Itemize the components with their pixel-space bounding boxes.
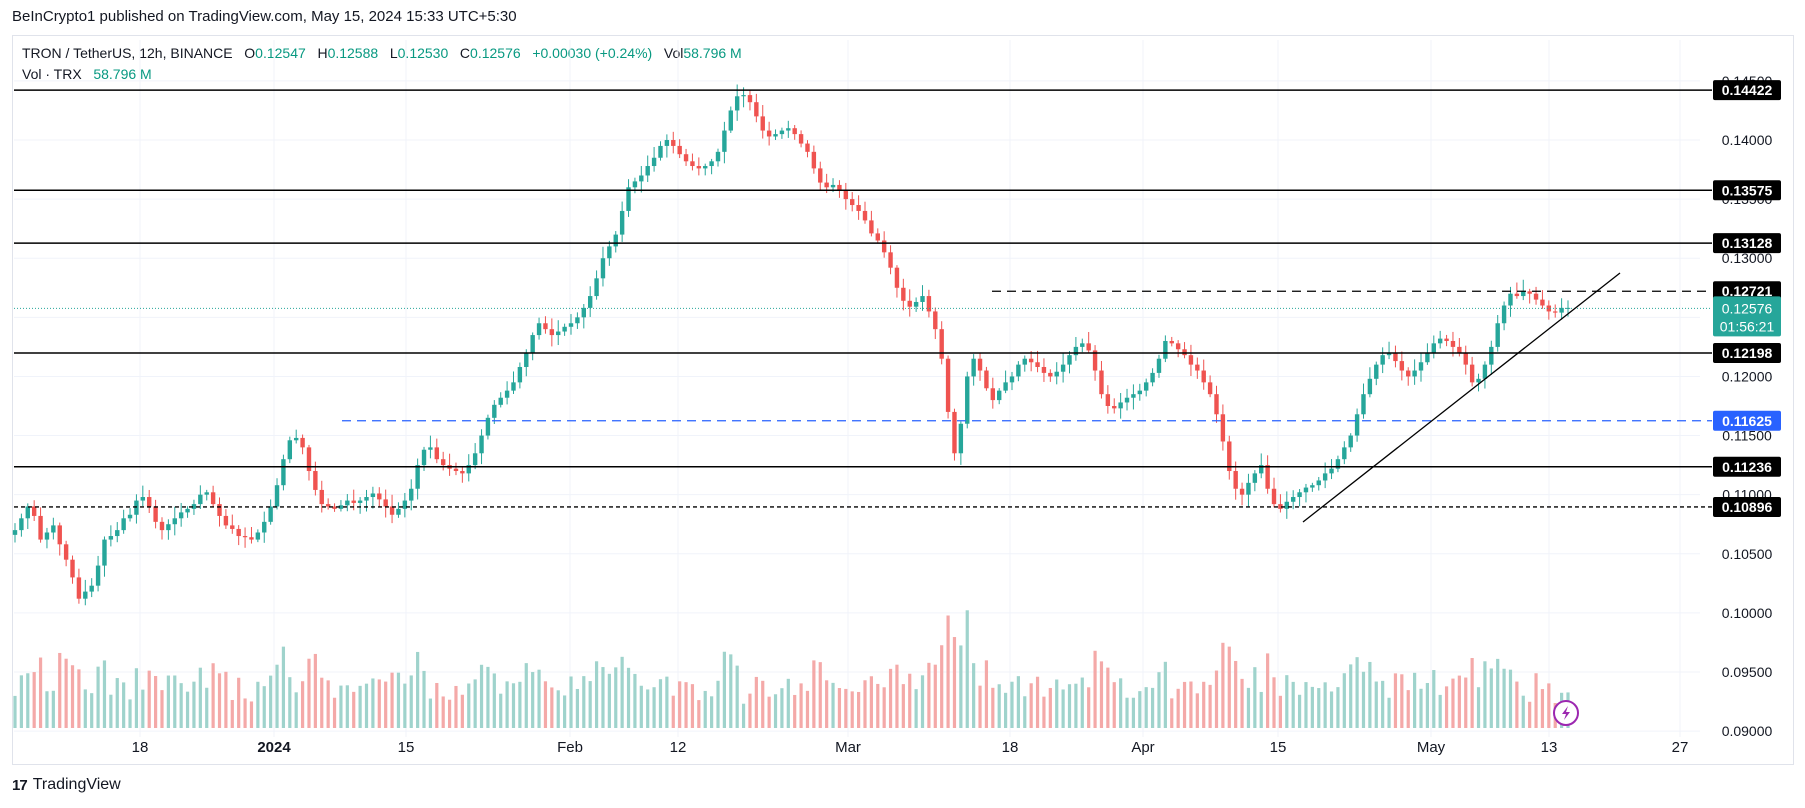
close-value: 0.12576 bbox=[470, 45, 521, 61]
high-label: H bbox=[317, 45, 328, 61]
change-value: +0.00030 (+0.24%) bbox=[532, 45, 653, 61]
open-value: 0.12547 bbox=[255, 45, 306, 61]
tradingview-footer[interactable]: 17 TradingView bbox=[12, 776, 121, 794]
tradingview-brand: TradingView bbox=[32, 776, 121, 793]
publish-info: BeInCrypto1 published on TradingView.com… bbox=[12, 8, 517, 25]
volume-value: 58.796 M bbox=[683, 45, 742, 61]
open-label: O bbox=[244, 45, 256, 61]
tradingview-logo-icon: 17 bbox=[12, 776, 28, 794]
low-label: L bbox=[389, 45, 398, 61]
volume-legend: Vol · TRX 58.796 M bbox=[22, 66, 152, 82]
volume-indicator-value: 58.796 M bbox=[93, 66, 152, 82]
close-label: C bbox=[459, 45, 471, 61]
symbol-title[interactable]: TRON / TetherUS, 12h, BINANCE bbox=[22, 45, 233, 61]
high-value: 0.12588 bbox=[327, 45, 379, 61]
volume-indicator-label[interactable]: Vol · TRX bbox=[22, 66, 82, 82]
volume-label: Vol bbox=[663, 45, 684, 61]
symbol-legend: TRON / TetherUS, 12h, BINANCE O0.12547 H… bbox=[22, 45, 742, 61]
low-value: 0.12530 bbox=[397, 45, 449, 61]
chart-frame bbox=[12, 35, 1794, 765]
